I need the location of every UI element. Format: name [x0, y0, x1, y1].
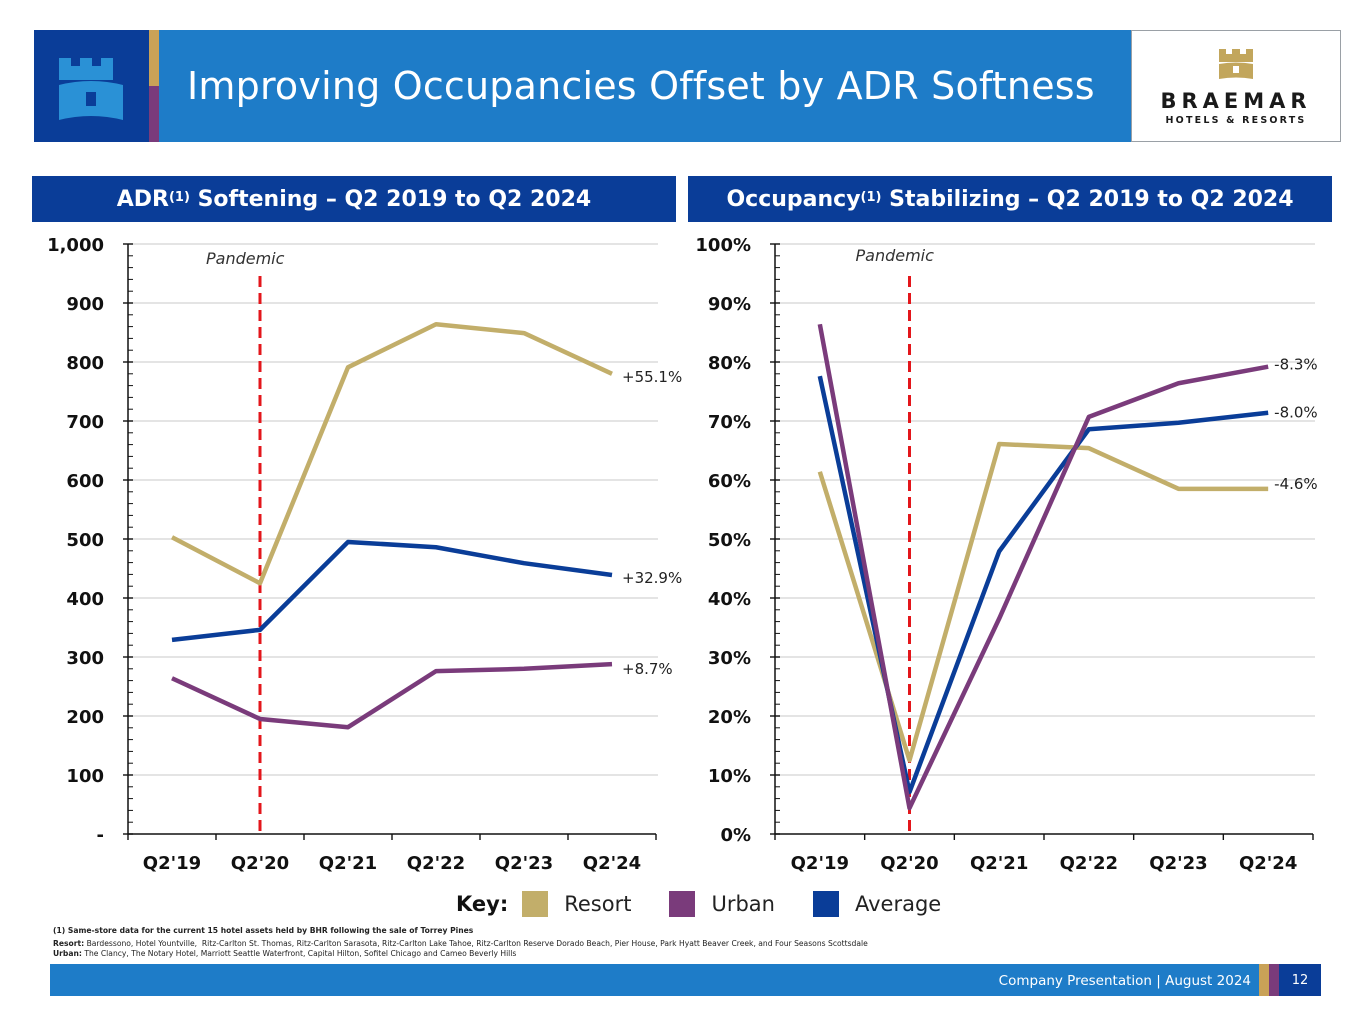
slide-header: Improving Occupancies Offset by ADR Soft…: [34, 30, 1341, 142]
adr-ytick-label: 700: [66, 412, 104, 433]
slide-footer: Company Presentation | August 2024 12: [50, 964, 1321, 996]
adr-ytick-label: 600: [66, 471, 104, 492]
footnote-urban-label: Urban:: [53, 949, 82, 958]
chart-key: Key: Resort Urban Average: [456, 889, 979, 919]
adr-xtick-label: Q2'24: [583, 853, 641, 874]
occ-ytick-label: 50%: [708, 530, 751, 551]
adr-series-urban: [171, 661, 613, 730]
adr-series-average: [171, 539, 613, 643]
occ-ytick-label: 10%: [708, 766, 751, 787]
occ-xtick-label: Q2'22: [1060, 853, 1118, 874]
footnote-resort-text: Bardessono, Hotel Yountville, Ritz-Carlt…: [84, 938, 868, 948]
adr-end-label-urban: +8.7%: [622, 660, 673, 678]
occ-xtick-label: Q2'24: [1239, 853, 1297, 874]
adr-ytick-label: 400: [66, 589, 104, 610]
footnote-urban: Urban: The Clancy, The Notary Hotel, Mar…: [53, 949, 868, 960]
adr-ytick-label: 800: [66, 353, 104, 374]
adr-end-label-resort: +55.1%: [622, 368, 682, 386]
footer-stripe-gold: [1259, 964, 1269, 996]
footnote-resort: Resort: Bardessono, Hotel Yountville, Ri…: [53, 939, 868, 950]
occ-ytick-label: 60%: [708, 471, 751, 492]
occ-end-label-urban: -8.3%: [1274, 356, 1318, 374]
occ-end-label-resort: -4.6%: [1274, 475, 1318, 493]
adr-xtick-label: Q2'21: [319, 853, 377, 874]
logo-wordmark: BRAEMAR: [1160, 89, 1312, 113]
adr-title-rest: Softening – Q2 2019 to Q2 2024: [189, 186, 592, 212]
occ-xtick-label: Q2'21: [970, 853, 1028, 874]
key-text-urban: Urban: [711, 892, 775, 916]
page-number: 12: [1279, 964, 1321, 996]
castle-logo-icon: [1219, 49, 1253, 79]
adr-xtick-label: Q2'22: [407, 853, 465, 874]
adr-xtick-label: Q2'19: [143, 853, 201, 874]
header-title-bar: Improving Occupancies Offset by ADR Soft…: [159, 30, 1131, 142]
adr-ytick-label: 1,000: [47, 235, 104, 256]
occ-ytick-label: 90%: [708, 294, 751, 315]
adr-xtick-label: Q2'23: [495, 853, 553, 874]
adr-end-label-average: +32.9%: [622, 569, 682, 587]
adr-ytick-label: -: [97, 825, 104, 846]
key-swatch-urban: [669, 891, 696, 917]
key-swatch-average: [812, 891, 839, 917]
occupancy-title-text: Occupancy: [726, 186, 861, 212]
adr-ytick-label: 300: [66, 648, 104, 669]
occ-xtick-label: Q2'19: [791, 853, 849, 874]
key-text-resort: Resort: [564, 892, 632, 916]
occ-ytick-label: 30%: [708, 648, 751, 669]
key-text-average: Average: [854, 892, 942, 916]
logo-subtitle: HOTELS & RESORTS: [1165, 115, 1307, 126]
adr-title-footnote-ref: (1): [168, 189, 190, 205]
occ-series-urban: [817, 323, 1269, 811]
occ-series-average: [817, 375, 1269, 795]
adr-ytick-label: 100: [66, 766, 104, 787]
occ-ytick-label: 100%: [695, 235, 751, 256]
occ-ytick-label: 80%: [708, 353, 751, 374]
occupancy-panel-title: Occupancy (1) Stabilizing – Q2 2019 to Q2…: [688, 176, 1332, 222]
castle-icon: [59, 58, 123, 120]
footnote-1: (1) Same-store data for the current 15 h…: [53, 926, 474, 935]
occ-xtick-label: Q2'23: [1149, 853, 1207, 874]
header-icon-block: [34, 30, 149, 142]
header-stripe-purple: [149, 86, 159, 142]
adr-title-text: ADR: [116, 186, 169, 212]
footnote-urban-text: The Clancy, The Notary Hotel, Marriott S…: [81, 949, 517, 958]
adr-panel-title: ADR (1) Softening – Q2 2019 to Q2 2024: [32, 176, 676, 222]
page-title: Improving Occupancies Offset by ADR Soft…: [187, 64, 1095, 108]
occ-end-label-average: -8.0%: [1274, 404, 1318, 422]
adr-series-resort: [170, 321, 613, 586]
adr-pandemic-label: Pandemic: [206, 249, 285, 268]
footnote-resort-label: Resort:: [53, 938, 85, 948]
adr-ytick-label: 200: [66, 707, 104, 728]
adr-ytick-label: 500: [66, 530, 104, 551]
occ-series-resort: [817, 441, 1269, 763]
occ-ytick-label: 20%: [708, 707, 751, 728]
occ-xtick-label: Q2'20: [880, 853, 938, 874]
footnotes: (1) Same-store data for the current 15 h…: [53, 926, 868, 960]
key-label: Key:: [456, 892, 509, 916]
header-stripe-gold: [149, 30, 159, 86]
adr-xtick-label: Q2'20: [231, 853, 289, 874]
footer-text: Company Presentation | August 2024: [998, 973, 1251, 989]
key-swatch-resort: [522, 891, 549, 917]
occ-pandemic-label: Pandemic: [856, 246, 935, 265]
occ-ytick-label: 0%: [720, 825, 751, 846]
occupancy-title-footnote-ref: (1): [860, 189, 882, 205]
braemar-logo: BRAEMAR HOTELS & RESORTS: [1131, 30, 1341, 142]
occ-ytick-label: 40%: [708, 589, 751, 610]
occupancy-title-rest: Stabilizing – Q2 2019 to Q2 2024: [881, 186, 1294, 212]
adr-ytick-label: 900: [66, 294, 104, 315]
occ-ytick-label: 70%: [708, 412, 751, 433]
footer-stripe-purple: [1269, 964, 1279, 996]
